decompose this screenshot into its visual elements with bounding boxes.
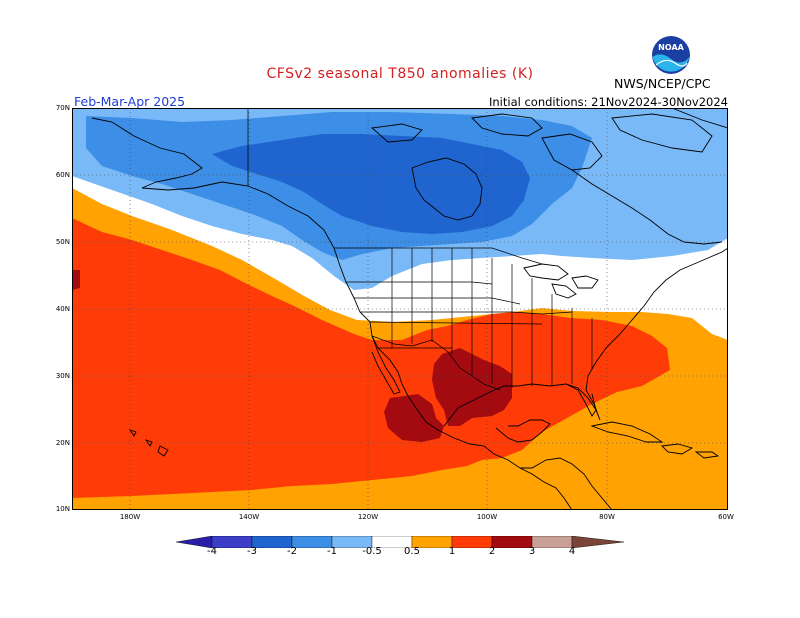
lon-label-180w: 180W	[119, 513, 141, 521]
colorbar-label-m05: -0.5	[362, 546, 382, 557]
lat-label-40n: 40N	[55, 305, 70, 313]
lat-label-20n: 20N	[55, 439, 70, 447]
anomaly-m3-m2-region	[212, 134, 530, 234]
agency-label: NWS/NCEP/CPC	[614, 76, 711, 91]
colorbar-label-p2: 2	[488, 546, 496, 557]
colorbar-label-p3: 3	[528, 546, 536, 557]
coastlines	[91, 108, 728, 510]
lon-label-100w: 100W	[476, 513, 498, 521]
anomaly-1-2-region	[72, 218, 670, 498]
lon-label-140w: 140W	[238, 513, 260, 521]
colorbar-label-m3: -3	[247, 546, 257, 557]
map-frame	[72, 108, 728, 510]
colorbar-label-m4: -4	[207, 546, 217, 557]
lat-label-10n: 10N	[55, 505, 70, 513]
initial-conditions-label: Initial conditions: 21Nov2024-30Nov2024	[488, 95, 728, 109]
lat-label-70n: 70N	[55, 104, 70, 112]
colorbar-segment-gt-p4	[571, 536, 625, 548]
colorbar-label-m1: -1	[327, 546, 337, 557]
colorbar-label-p05: 0.5	[404, 546, 420, 557]
anomaly-0.5-1-caribbean	[522, 408, 692, 460]
anomaly-2-3-region-mexico	[384, 394, 444, 442]
lon-label-60w: 60W	[718, 513, 734, 521]
lon-label-80w: 80W	[599, 513, 615, 521]
anomaly-map	[72, 108, 728, 510]
anomaly-2-3-region-west-edge	[72, 270, 80, 290]
noaa-logo-text: NOAA	[658, 43, 684, 52]
season-label: Feb-Mar-Apr 2025	[74, 94, 186, 109]
political-borders	[247, 108, 593, 391]
chart-title: CFSv2 seasonal T850 anomalies (K)	[266, 66, 534, 82]
lat-label-60n: 60N	[55, 171, 70, 179]
lon-label-120w: 120W	[357, 513, 379, 521]
colorbar	[176, 536, 625, 548]
lat-label-30n: 30N	[55, 372, 70, 380]
colorbar-label-p1: 1	[448, 546, 456, 557]
noaa-logo: NOAA	[652, 36, 690, 74]
colorbar-label-p4: 4	[568, 546, 576, 557]
graticule	[72, 108, 728, 510]
colorbar-label-m2: -2	[287, 546, 297, 557]
lat-label-50n: 50N	[55, 238, 70, 246]
